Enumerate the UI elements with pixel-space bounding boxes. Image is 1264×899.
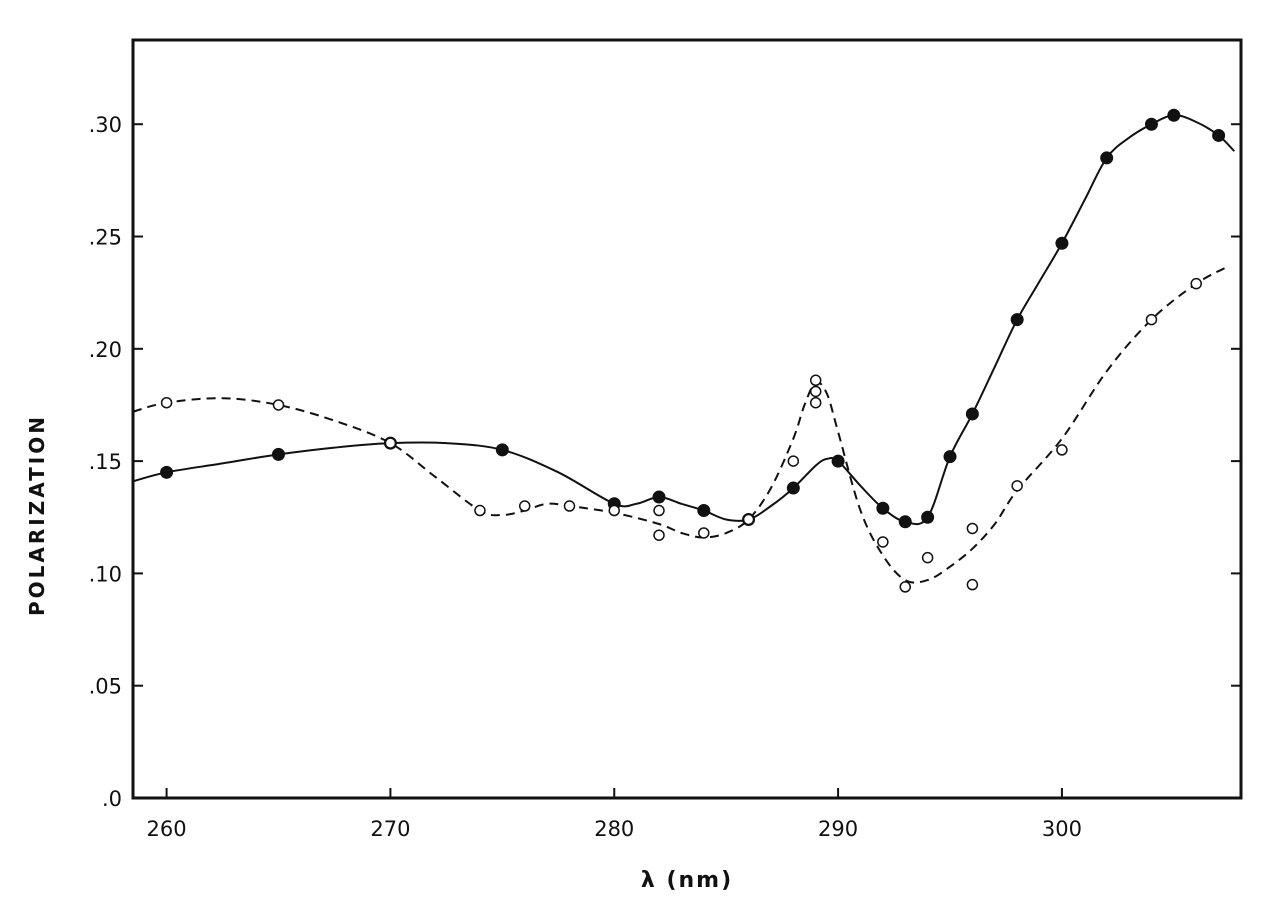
series-2-point	[608, 504, 621, 517]
series-1-point	[898, 515, 912, 529]
series-1-point	[876, 501, 890, 515]
series-2-line	[132, 264, 1231, 584]
x-tick-label: 270	[370, 817, 410, 841]
series-1-point	[921, 510, 935, 524]
series-curves	[132, 114, 1236, 584]
x-axis-ticks: 260 270 280 290 300	[147, 788, 1082, 841]
series-1-point	[271, 447, 285, 461]
series-2-point	[966, 578, 979, 591]
y-axis-title: POLARIZATION	[25, 414, 49, 616]
series-1-point	[1167, 108, 1181, 122]
series-2-point	[921, 551, 934, 564]
series-2-point	[1145, 313, 1158, 326]
series-1-point	[495, 443, 509, 457]
series-1-point	[943, 450, 957, 464]
x-tick-label: 300	[1042, 817, 1082, 841]
y-tick-label: .20	[89, 338, 122, 362]
series-1-point	[652, 490, 666, 504]
series-2-point	[809, 385, 822, 398]
series-1-point	[1055, 236, 1069, 250]
series-2-point	[653, 529, 665, 541]
series-2-point	[899, 581, 911, 593]
series-2-point	[809, 374, 822, 387]
y-tick-label: .25	[89, 226, 122, 250]
plot-frame	[131, 38, 1243, 800]
series-2-point	[272, 399, 285, 411]
series-1-point	[1144, 117, 1158, 131]
series-1-point	[160, 465, 174, 479]
series-2-point	[966, 522, 979, 535]
y-tick-label: .0	[102, 787, 122, 811]
series-2-point	[1011, 480, 1023, 492]
series-1-line	[132, 114, 1236, 526]
x-tick-label: 290	[818, 817, 858, 841]
x-axis-title: λ (nm)	[641, 868, 733, 893]
y-tick-label: .10	[89, 562, 122, 586]
series-2-point	[877, 536, 889, 548]
series-2-point	[518, 500, 531, 512]
series-2-point	[1190, 277, 1202, 290]
series-2-point	[563, 500, 576, 512]
series-1-point	[831, 454, 845, 468]
y-tick-label: .15	[89, 450, 122, 474]
series-2-point	[698, 527, 710, 539]
series-1-point	[965, 407, 979, 421]
series-1-point	[786, 481, 800, 495]
series-1-point	[1010, 313, 1024, 327]
y-tick-label: .30	[89, 113, 122, 137]
series-2-point	[1056, 444, 1068, 456]
series-2-point	[742, 513, 755, 526]
series-1-point	[697, 504, 711, 518]
series-2-point	[160, 396, 173, 409]
series-2-point	[474, 504, 486, 517]
x-tick-label: 260	[147, 817, 187, 841]
y-axis-ticks: .0 .05 .10 .15 .20 .25 .30	[89, 113, 1241, 811]
series-2-point	[653, 504, 665, 517]
series-markers	[160, 108, 1226, 593]
x-tick-label: 280	[594, 817, 634, 841]
y-tick-label: .05	[89, 675, 122, 699]
series-2-point	[384, 437, 397, 449]
series-2-point	[809, 396, 822, 409]
series-2-point	[787, 455, 800, 467]
series-1-point	[1212, 128, 1226, 142]
series-1-point	[1100, 151, 1114, 165]
